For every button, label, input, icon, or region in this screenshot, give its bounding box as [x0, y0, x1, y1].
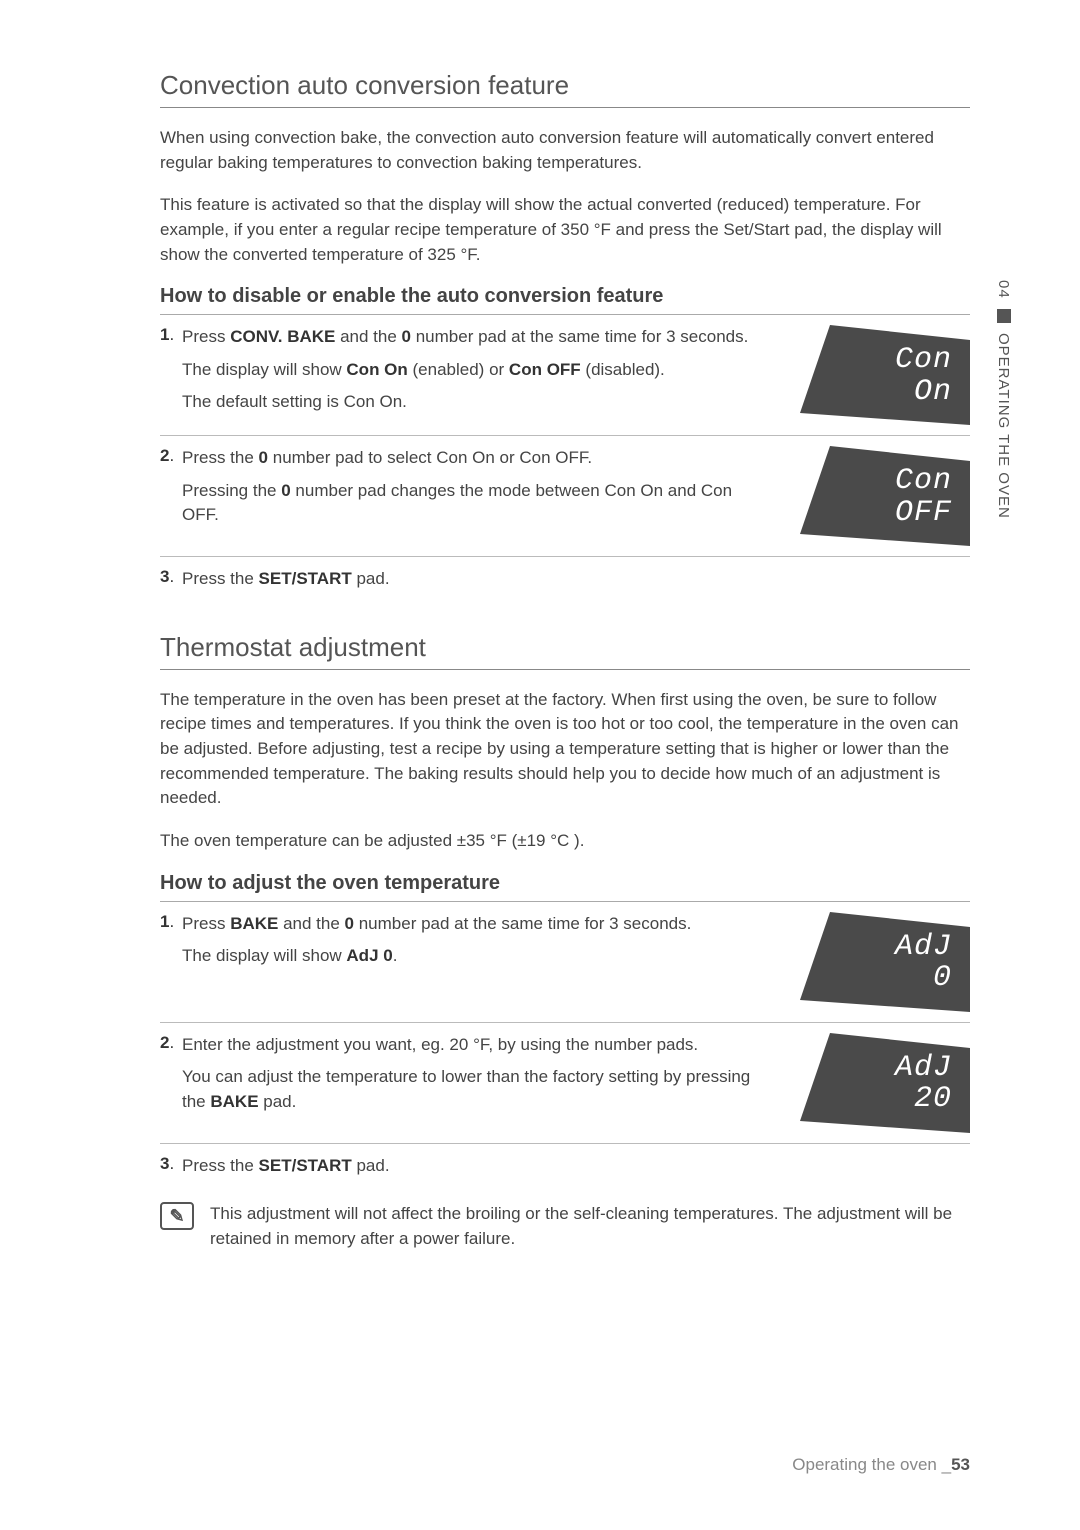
paragraph: The temperature in the oven has been pre…	[160, 688, 970, 811]
step-number: 1.	[160, 325, 182, 345]
manual-page: 04 OPERATING THE OVEN Convection auto co…	[0, 0, 1080, 1530]
step-number: 1.	[160, 912, 182, 932]
step-line: Press the SET/START pad.	[182, 567, 766, 592]
step-row: 2.Enter the adjustment you want, eg. 20 …	[160, 1023, 970, 1144]
footer-page: 53	[951, 1455, 970, 1474]
step-body: Enter the adjustment you want, eg. 20 °F…	[182, 1033, 780, 1115]
step-line: Press BAKE and the 0 number pad at the s…	[182, 912, 766, 937]
step-row: 1.Press BAKE and the 0 number pad at the…	[160, 902, 970, 1023]
paragraph: When using convection bake, the convecti…	[160, 126, 970, 175]
divider	[160, 107, 970, 108]
side-tab: 04 OPERATING THE OVEN	[995, 280, 1012, 519]
section-title-convection: Convection auto conversion feature	[160, 70, 970, 101]
page-footer: Operating the oven _53	[792, 1455, 970, 1475]
footer-label: Operating the oven	[792, 1455, 937, 1474]
side-tab-marker-icon	[997, 309, 1011, 323]
note: ✎ This adjustment will not affect the br…	[160, 1202, 970, 1251]
footer-sep: _	[942, 1455, 951, 1474]
display-text: Con On	[895, 345, 952, 408]
side-tab-num: 04	[995, 280, 1012, 299]
step-line: Press CONV. BAKE and the 0 number pad at…	[182, 325, 766, 350]
step-line: The display will show AdJ 0.	[182, 944, 766, 969]
paragraph: The oven temperature can be adjusted ±35…	[160, 829, 970, 854]
step-number: 3.	[160, 567, 182, 587]
step-body: Press BAKE and the 0 number pad at the s…	[182, 912, 780, 969]
subheading: How to disable or enable the auto conver…	[160, 285, 970, 308]
display-graphic: Con On	[780, 325, 970, 425]
step-row: 3.Press the SET/START pad.	[160, 557, 970, 602]
display-graphic: AdJ 0	[780, 912, 970, 1012]
step-number: 2.	[160, 446, 182, 466]
display-graphic: Con OFF	[780, 446, 970, 546]
step-row: 1.Press CONV. BAKE and the 0 number pad …	[160, 315, 970, 436]
divider	[160, 669, 970, 670]
note-icon: ✎	[160, 1202, 194, 1230]
step-number: 3.	[160, 1154, 182, 1174]
step-line: The default setting is Con On.	[182, 390, 766, 415]
step-body: Press the 0 number pad to select Con On …	[182, 446, 780, 528]
step-row: 3.Press the SET/START pad.	[160, 1144, 970, 1189]
paragraph: This feature is activated so that the di…	[160, 193, 970, 267]
section-title-thermostat: Thermostat adjustment	[160, 632, 970, 663]
display-text: Con OFF	[895, 466, 952, 529]
step-line: Enter the adjustment you want, eg. 20 °F…	[182, 1033, 766, 1058]
subheading: How to adjust the oven temperature	[160, 872, 970, 895]
step-body: Press the SET/START pad.	[182, 567, 780, 592]
display-text: AdJ 0	[895, 932, 952, 995]
note-text: This adjustment will not affect the broi…	[210, 1202, 970, 1251]
step-line: Pressing the 0 number pad changes the mo…	[182, 479, 766, 528]
step-body: Press the SET/START pad.	[182, 1154, 780, 1179]
step-body: Press CONV. BAKE and the 0 number pad at…	[182, 325, 780, 415]
display-text: AdJ 20	[895, 1053, 952, 1116]
display-graphic: AdJ 20	[780, 1033, 970, 1133]
step-line: The display will show Con On (enabled) o…	[182, 358, 766, 383]
step-line: Press the SET/START pad.	[182, 1154, 766, 1179]
step-row: 2.Press the 0 number pad to select Con O…	[160, 436, 970, 557]
side-tab-label: OPERATING THE OVEN	[995, 333, 1012, 519]
step-number: 2.	[160, 1033, 182, 1053]
step-line: Press the 0 number pad to select Con On …	[182, 446, 766, 471]
step-line: You can adjust the temperature to lower …	[182, 1065, 766, 1114]
